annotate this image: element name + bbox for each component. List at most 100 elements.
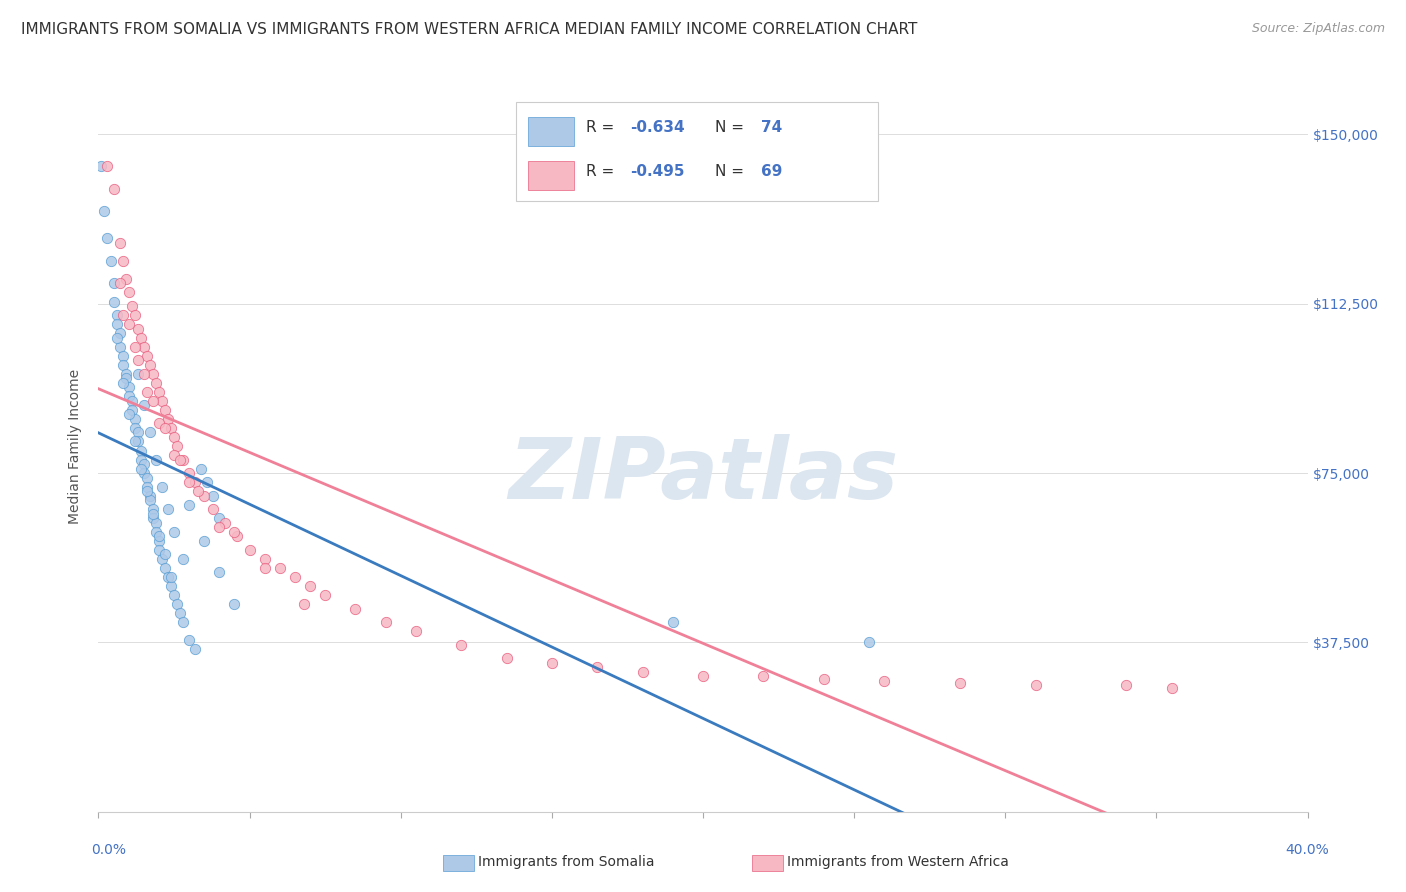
Point	[135, 349, 157, 363]
Point	[1024, 678, 1046, 692]
Point	[253, 561, 276, 575]
Point	[374, 615, 396, 629]
Point	[163, 430, 186, 444]
Point	[142, 393, 165, 408]
Point	[179, 633, 201, 648]
Point	[661, 615, 683, 629]
Point	[153, 561, 176, 575]
Point	[108, 340, 131, 354]
Point	[121, 299, 143, 313]
Point	[1160, 681, 1182, 695]
Point	[129, 443, 152, 458]
Point	[299, 579, 322, 593]
Point	[169, 606, 191, 620]
Point	[160, 421, 183, 435]
Point	[813, 672, 835, 686]
Point	[135, 484, 157, 499]
Text: R =: R =	[586, 120, 619, 136]
Point	[145, 516, 167, 530]
Point	[135, 470, 157, 484]
Point	[148, 417, 170, 431]
Point	[129, 461, 152, 475]
Text: 40.0%: 40.0%	[1285, 843, 1329, 857]
Point	[284, 570, 307, 584]
Point	[105, 317, 128, 331]
Text: 0.0%: 0.0%	[91, 843, 127, 857]
Point	[129, 452, 152, 467]
Point	[132, 367, 155, 381]
Point	[118, 389, 141, 403]
Point	[135, 384, 157, 399]
Point	[118, 285, 141, 300]
Point	[150, 480, 173, 494]
Point	[124, 340, 146, 354]
Point	[96, 159, 118, 173]
Text: IMMIGRANTS FROM SOMALIA VS IMMIGRANTS FROM WESTERN AFRICA MEDIAN FAMILY INCOME C: IMMIGRANTS FROM SOMALIA VS IMMIGRANTS FR…	[21, 22, 918, 37]
Point	[226, 529, 249, 543]
Point	[105, 331, 128, 345]
Point	[156, 502, 179, 516]
Point	[132, 340, 155, 354]
Point	[114, 367, 136, 381]
Point	[405, 624, 427, 639]
Point	[139, 493, 162, 508]
Point	[129, 331, 152, 345]
Point	[163, 448, 186, 462]
FancyBboxPatch shape	[527, 117, 574, 146]
Point	[118, 317, 141, 331]
Point	[150, 393, 173, 408]
Point	[127, 367, 149, 381]
Point	[142, 502, 165, 516]
Point	[153, 421, 176, 435]
Point	[127, 434, 149, 449]
Point	[172, 615, 194, 629]
Point	[150, 552, 173, 566]
Point	[153, 547, 176, 561]
Point	[145, 376, 167, 390]
Text: 69: 69	[761, 164, 782, 179]
Point	[190, 461, 212, 475]
Point	[103, 294, 125, 309]
Point	[103, 181, 125, 195]
Point	[202, 502, 225, 516]
Point	[142, 507, 165, 521]
Point	[586, 660, 609, 674]
Text: N =: N =	[716, 164, 749, 179]
Point	[108, 235, 131, 250]
Point	[160, 570, 183, 584]
Point	[111, 308, 134, 322]
Point	[103, 277, 125, 291]
Point	[292, 597, 315, 611]
Point	[949, 676, 972, 690]
Point	[127, 353, 149, 368]
Point	[224, 524, 246, 539]
Text: -0.495: -0.495	[630, 164, 685, 179]
Point	[127, 425, 149, 440]
Point	[195, 475, 218, 489]
Point	[239, 542, 262, 557]
Point	[208, 520, 231, 534]
Point	[124, 421, 146, 435]
Point	[114, 272, 136, 286]
Point	[121, 393, 143, 408]
Point	[156, 412, 179, 426]
Point	[193, 533, 215, 548]
Point	[208, 511, 231, 525]
Text: Source: ZipAtlas.com: Source: ZipAtlas.com	[1251, 22, 1385, 36]
Point	[132, 398, 155, 412]
Point	[873, 673, 896, 688]
Point	[114, 371, 136, 385]
Point	[179, 475, 201, 489]
Point	[184, 475, 207, 489]
Point	[752, 669, 775, 683]
Point	[124, 308, 146, 322]
Point	[139, 358, 162, 372]
Point	[208, 566, 231, 580]
Text: Immigrants from Western Africa: Immigrants from Western Africa	[787, 855, 1010, 869]
Point	[269, 561, 291, 575]
Point	[142, 367, 165, 381]
Point	[145, 524, 167, 539]
Point	[139, 489, 162, 503]
Point	[179, 498, 201, 512]
Point	[166, 439, 188, 453]
